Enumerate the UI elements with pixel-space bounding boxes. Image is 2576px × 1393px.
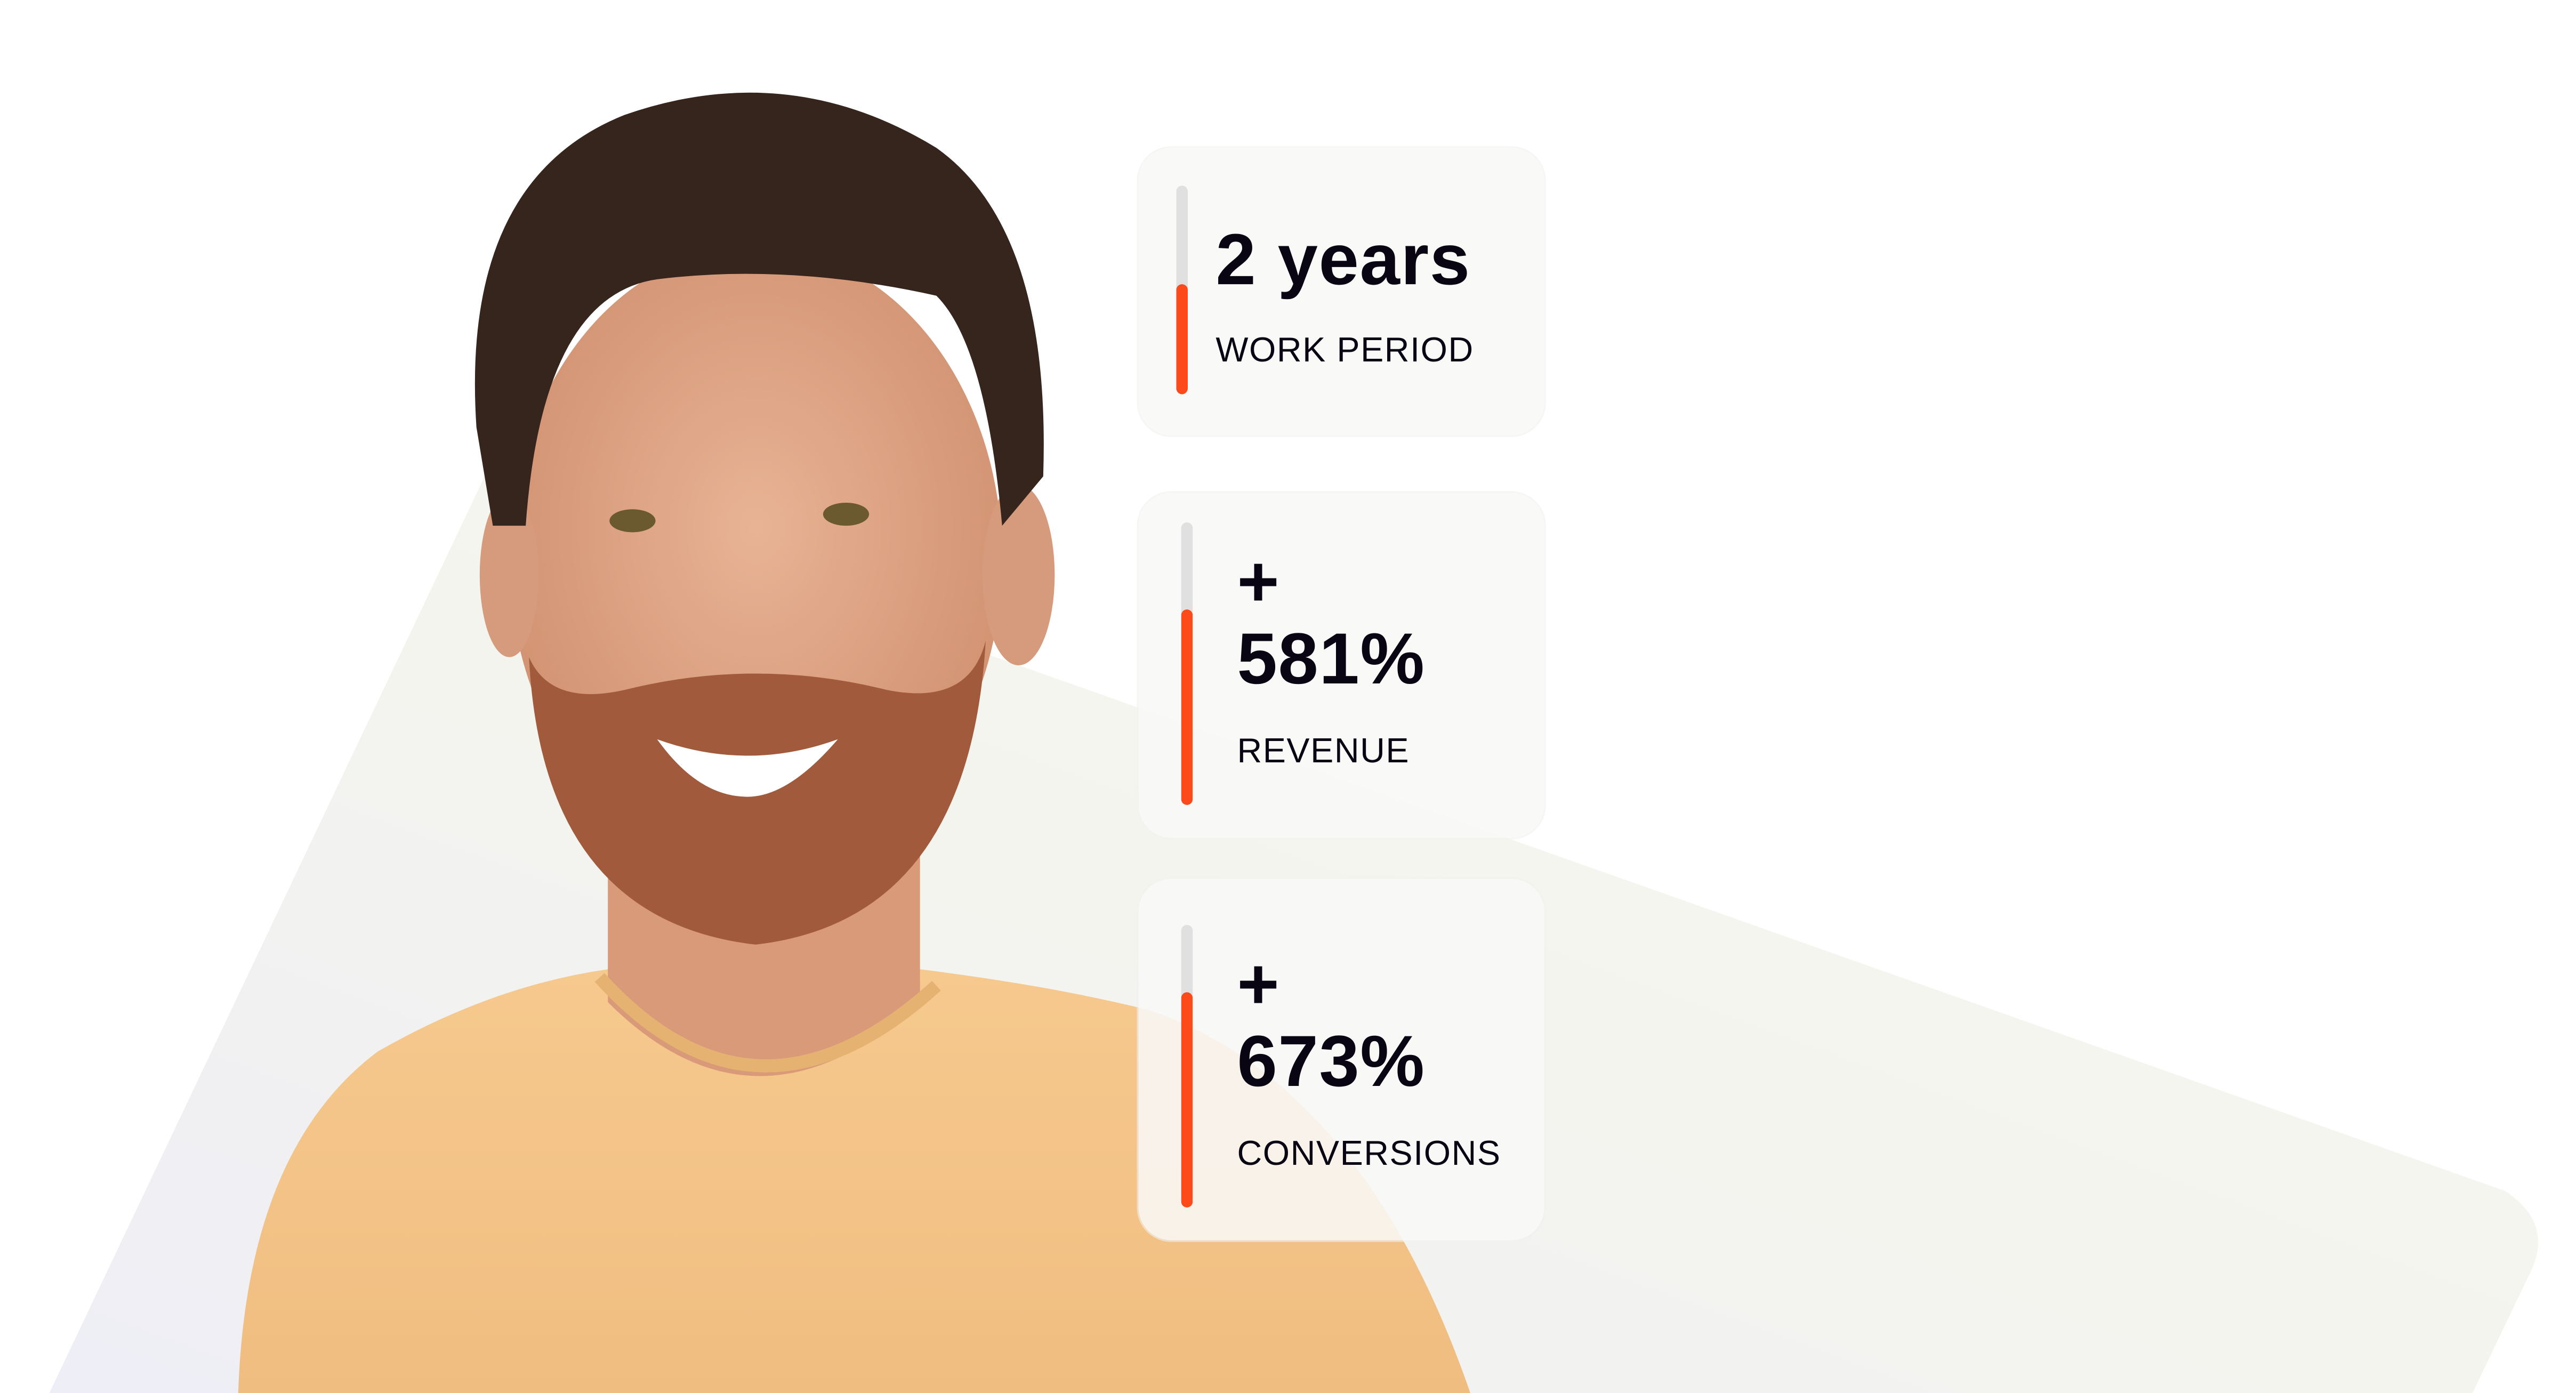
progress-fill xyxy=(1181,993,1193,1207)
stat-label: CONVERSIONS xyxy=(1237,1135,1501,1173)
stat-prefix: + xyxy=(1237,542,1281,623)
stat-card-work-period: 2 years WORK PERIOD xyxy=(1138,148,1544,436)
progress-bar xyxy=(1176,186,1188,394)
progress-fill xyxy=(1181,610,1193,805)
progress-fill xyxy=(1176,284,1188,394)
stat-card-revenue: + 581% REVENUE xyxy=(1138,493,1544,838)
stat-card-conversions: + 673% CONVERSIONS xyxy=(1138,879,1544,1241)
progress-bar xyxy=(1181,924,1193,1207)
stat-label: REVENUE xyxy=(1237,732,1410,771)
stat-value: 673% xyxy=(1237,1021,1426,1102)
progress-bar xyxy=(1181,522,1193,805)
stat-value: 581% xyxy=(1237,619,1426,700)
stat-prefix: + xyxy=(1237,944,1281,1025)
stat-label: WORK PERIOD xyxy=(1215,332,1474,370)
stat-value: 2 years xyxy=(1215,220,1471,301)
